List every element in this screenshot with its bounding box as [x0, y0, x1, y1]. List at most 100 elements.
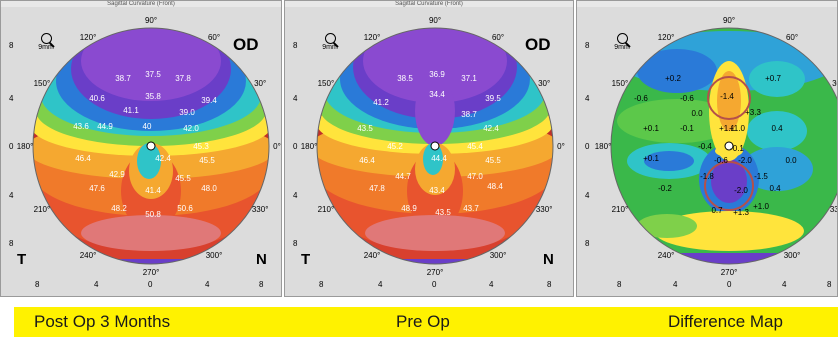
angle-label: 300° — [784, 251, 801, 260]
y-tick: 4 — [293, 191, 298, 200]
map-value: 35.8 — [145, 92, 161, 101]
angle-label: 210° — [34, 205, 51, 214]
x-tick: 8 — [617, 280, 622, 289]
angle-label: 90° — [429, 16, 441, 25]
y-tick: 8 — [293, 41, 298, 50]
y-tick: 8 — [9, 41, 14, 50]
map-value: -0.6 — [714, 156, 728, 165]
eye-label: OD — [525, 35, 551, 54]
curvature-map-pre-op: 90° 60° 30° 0° 330° 300° 270° 240° 210° 180° 150° 1… — [301, 16, 565, 277]
x-tick: 0 — [432, 280, 437, 289]
map-value: 36.9 — [429, 70, 445, 79]
caption-bar — [14, 307, 838, 337]
map-value: 48.2 — [111, 204, 127, 213]
map-value: 43.4 — [429, 186, 445, 195]
map-value: 44.4 — [431, 154, 447, 163]
angle-label: 330° — [830, 205, 838, 214]
angle-label: 300° — [490, 251, 507, 260]
y-tick: 4 — [585, 191, 590, 200]
map-value: +0.7 — [765, 74, 781, 83]
map-value: 47.6 — [89, 184, 105, 193]
angle-label: 0° — [273, 142, 281, 151]
caption-post-op: Post Op 3 Months — [34, 312, 171, 331]
map-value: -0.4 — [698, 142, 712, 151]
map-value: 38.7 — [115, 74, 131, 83]
map-value: 0.4 — [769, 184, 781, 193]
temporal-label: T — [301, 251, 311, 268]
angle-label: 210° — [612, 205, 629, 214]
map-value: +0.1 — [643, 124, 659, 133]
angle-label: 30° — [832, 79, 838, 88]
angle-label: 120° — [80, 33, 97, 42]
y-tick: 4 — [293, 94, 298, 103]
panel-header — [577, 1, 837, 7]
x-tick: 4 — [378, 280, 383, 289]
angle-label: 150° — [34, 79, 51, 88]
y-tick: 0 — [9, 142, 14, 151]
map-value: 0.0 — [785, 156, 797, 165]
x-tick: 4 — [94, 280, 99, 289]
x-tick: 8 — [547, 280, 552, 289]
map-panel-difference: 90°60°30°0°330°300°270°240°210°180°150°1… — [576, 0, 838, 297]
magnifier-icon — [324, 33, 336, 44]
angle-label: 270° — [721, 268, 738, 277]
temporal-label: T — [17, 251, 27, 268]
x-tick: 8 — [319, 280, 324, 289]
zoom-scale-indicator[interactable]: 9mm — [35, 33, 57, 51]
map-value: 41.1 — [123, 106, 139, 115]
map-value: 39.5 — [485, 94, 501, 103]
map-value: +0.1 — [643, 154, 659, 163]
zoom-scale-indicator[interactable]: 9mm — [611, 33, 633, 51]
y-tick: 4 — [9, 94, 14, 103]
x-tick: 8 — [827, 280, 832, 289]
y-tick: 4 — [585, 94, 590, 103]
map-panel-pre-op: Sagittal Curvature (Front) 90° 60° 30° 0° 33… — [284, 0, 574, 297]
map-value: 42.4 — [483, 124, 499, 133]
angle-label: 270° — [427, 268, 444, 277]
map-value: 0.4 — [771, 124, 783, 133]
map-value: 50.6 — [177, 204, 193, 213]
map-value: 45.4 — [467, 142, 483, 151]
map-value: -1.8 — [700, 172, 714, 181]
x-tick: 0 — [148, 280, 153, 289]
map-value: +3.3 — [745, 108, 761, 117]
map-value: 42.4 — [155, 154, 171, 163]
map-value: 37.8 — [175, 74, 191, 83]
map-value: -0.2 — [658, 184, 672, 193]
y-tick: 8 — [585, 239, 590, 248]
nasal-label: N — [256, 251, 267, 268]
map-value: 41.4 — [145, 186, 161, 195]
y-tick: 8 — [585, 41, 590, 50]
magnifier-icon — [616, 33, 628, 44]
angle-label: 330° — [536, 205, 553, 214]
map-value: 44.7 — [395, 172, 411, 181]
map-value: 45.5 — [485, 156, 501, 165]
map-value: 39.4 — [201, 96, 217, 105]
y-tick: 8 — [293, 239, 298, 248]
zoom-scale-indicator[interactable]: 9mm — [319, 33, 341, 51]
map-value: 42.9 — [109, 170, 125, 179]
angle-label: 60° — [786, 33, 798, 42]
angle-label: 180° — [17, 142, 34, 151]
angle-label: 0° — [557, 142, 565, 151]
curvature-map-difference: 90°60°30°0°330°300°270°240°210°180°150°1… — [595, 16, 838, 277]
y-tick: 0 — [585, 142, 590, 151]
panel-header: Sagittal Curvature (Front) — [1, 1, 281, 7]
x-tick: 4 — [205, 280, 210, 289]
panel-header: Sagittal Curvature (Front) — [285, 1, 573, 7]
map-value: 43.7 — [463, 204, 479, 213]
map-value: +1.1 — [719, 124, 735, 133]
curvature-map-post-op: 90° 60° 30° 0° 330° 300° 270° 240° 210° 180° 150° 1… — [17, 16, 281, 277]
map-value: 34.4 — [429, 90, 445, 99]
map-value: +1.3 — [733, 208, 749, 217]
y-tick: 4 — [9, 191, 14, 200]
x-tick: 8 — [35, 280, 40, 289]
map-value: 47.8 — [369, 184, 385, 193]
map-value: 43.5 — [435, 208, 451, 217]
map-value: -1.4 — [720, 92, 734, 101]
angle-label: 180° — [595, 142, 612, 151]
caption-difference-map: Difference Map — [668, 312, 783, 331]
map-value: 46.4 — [359, 156, 375, 165]
map-value: 48.0 — [201, 184, 217, 193]
map-panel-post-op: Sagittal Curvature (Front) 90° 60° 30° 0° 33… — [0, 0, 282, 297]
